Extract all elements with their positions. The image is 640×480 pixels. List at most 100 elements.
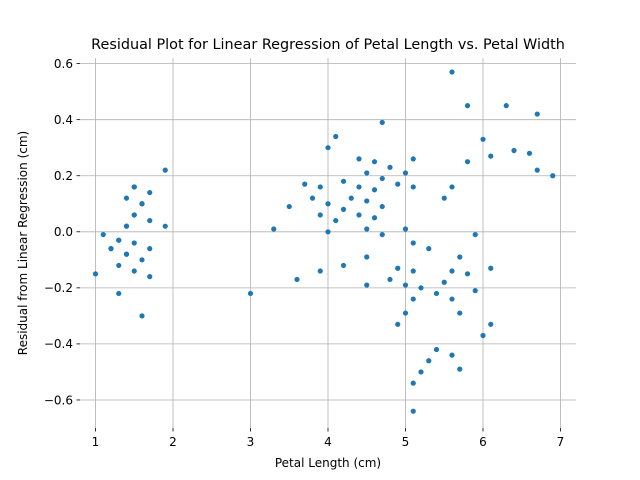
x-tick-label: 2 [169, 435, 177, 449]
data-point [131, 212, 137, 218]
data-point [410, 268, 416, 274]
y-tick-label: 0.4 [54, 113, 73, 127]
data-point [271, 226, 277, 232]
data-point [402, 170, 409, 176]
data-point [395, 321, 401, 327]
data-point [418, 369, 424, 375]
data-point [364, 254, 370, 260]
x-tick-label: 6 [479, 435, 487, 449]
data-point [131, 240, 137, 246]
data-point [379, 203, 385, 210]
y-tick-label: 0.6 [54, 57, 73, 71]
data-point [534, 167, 540, 173]
data-point [395, 181, 401, 187]
data-point [371, 159, 378, 165]
x-tick-label: 1 [92, 435, 100, 449]
data-point [410, 240, 416, 246]
data-point [410, 156, 416, 162]
data-point [418, 285, 424, 291]
x-tick-label: 3 [247, 435, 255, 449]
data-point [116, 290, 122, 297]
data-point [457, 366, 463, 372]
data-point [472, 231, 478, 238]
y-tick-label: −0.4 [44, 337, 73, 351]
data-point [410, 184, 416, 190]
data-point [488, 321, 494, 327]
data-point [364, 282, 370, 288]
data-point [348, 195, 354, 201]
data-point [472, 288, 478, 294]
data-point [457, 254, 463, 260]
data-point [131, 184, 137, 190]
data-point [379, 231, 385, 238]
data-point [286, 203, 292, 210]
data-point [449, 184, 455, 190]
x-tick-label: 4 [324, 435, 332, 449]
data-point [464, 271, 471, 277]
data-point [123, 223, 130, 229]
data-point [123, 195, 130, 201]
data-point [464, 103, 471, 109]
data-point [480, 136, 486, 142]
data-point [364, 198, 370, 204]
data-point [410, 380, 416, 386]
data-point [387, 276, 393, 283]
data-point [108, 246, 114, 252]
data-point [449, 296, 455, 302]
data-point [550, 173, 556, 179]
data-point [356, 156, 362, 162]
data-point [162, 167, 168, 173]
data-point [426, 246, 432, 252]
data-point [302, 181, 308, 187]
data-point [100, 231, 106, 238]
data-point [356, 212, 362, 218]
data-point [162, 223, 168, 229]
data-point [92, 271, 99, 277]
data-point [333, 217, 339, 224]
data-point [402, 310, 409, 316]
data-point [402, 282, 409, 288]
data-point [402, 226, 409, 232]
data-point [449, 69, 455, 75]
data-point [364, 226, 370, 232]
data-point [464, 159, 471, 165]
x-tick-label: 5 [402, 435, 410, 449]
data-point [325, 145, 331, 151]
data-point [131, 268, 137, 274]
data-point [387, 164, 393, 170]
data-point [449, 352, 455, 358]
data-point [325, 229, 331, 235]
data-point [364, 170, 370, 176]
data-point [356, 184, 362, 190]
chart-title: Residual Plot for Linear Regression of P… [91, 37, 565, 53]
data-point [426, 358, 432, 364]
data-point [139, 201, 145, 207]
data-point [309, 195, 316, 201]
data-point [294, 276, 300, 283]
data-point [433, 290, 440, 297]
y-tick-label: 0.2 [54, 169, 73, 183]
data-point [147, 217, 153, 224]
data-point [488, 153, 494, 159]
data-point [139, 313, 145, 319]
x-tick-label: 7 [557, 435, 565, 449]
y-tick-label: −0.6 [44, 393, 73, 407]
data-point [147, 246, 153, 252]
data-point [410, 408, 416, 414]
data-point [116, 262, 122, 269]
data-point [488, 265, 494, 271]
x-axis-ticks: 1 2 3 4 5 6 7 [92, 428, 565, 449]
data-point [511, 147, 517, 154]
data-point [116, 237, 122, 243]
data-point [534, 111, 540, 117]
data-point [317, 184, 323, 190]
data-point [433, 346, 440, 353]
grid [80, 58, 576, 428]
y-tick-label: −0.2 [44, 281, 73, 295]
data-point [325, 201, 331, 207]
data-point [441, 195, 447, 201]
data-point [449, 268, 455, 274]
data-point [410, 296, 416, 302]
data-point [340, 262, 347, 269]
